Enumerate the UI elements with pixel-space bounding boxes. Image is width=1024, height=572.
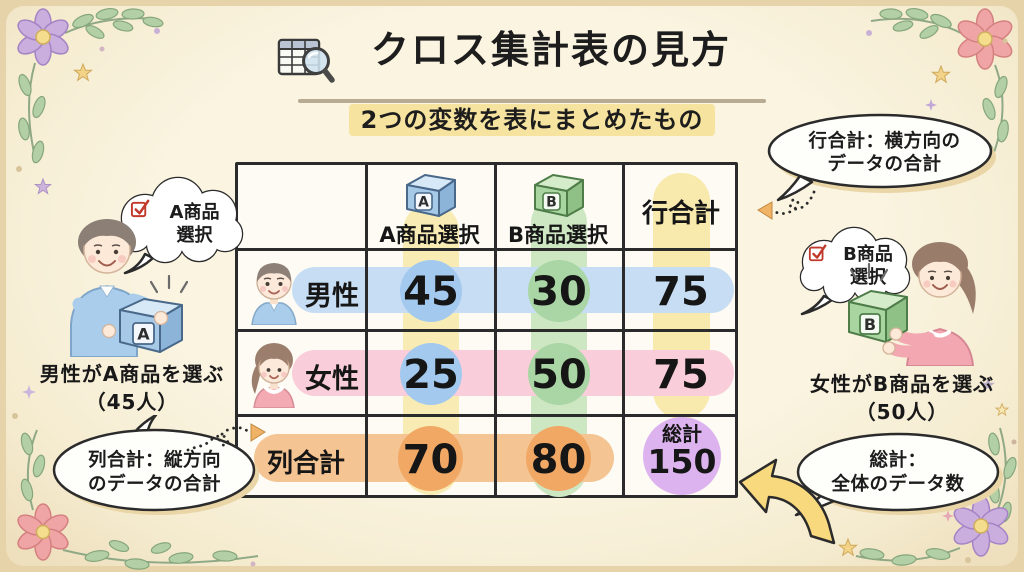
infographic-cross-tab: クロス集計表の見方 2つの変数を表にまとめたもの [0, 0, 1024, 572]
cell-female-total: 75 [622, 355, 740, 395]
column-header-b: B商品選択 [494, 219, 622, 249]
svg-text:A: A [137, 325, 150, 344]
cell-male-a: 45 [400, 272, 462, 312]
dashed-arrow-row-total [756, 190, 818, 230]
cell-male-total: 75 [622, 272, 740, 312]
cross-table: A B A商品選択 B商品選択 行合計 [235, 162, 738, 498]
female-figure-illustration: B [843, 236, 998, 366]
product-b-box-icon: B [533, 171, 585, 217]
product-a-box-icon: A [405, 171, 457, 217]
cell-male-b: 30 [528, 272, 590, 312]
star-icon [74, 64, 91, 80]
yellow-arrow-grand-total [726, 448, 846, 550]
grand-total-value: 150 [643, 445, 721, 480]
row-label-female: 女性 [298, 357, 366, 396]
female-caption-line2: （50人） [788, 396, 1016, 425]
svg-text:A: A [418, 195, 429, 211]
dashed-arrow-column-total [185, 420, 269, 458]
star-icon [932, 66, 949, 82]
title-underline [298, 99, 766, 103]
female-avatar [246, 338, 302, 408]
svg-text:B: B [864, 315, 876, 334]
table-magnifier-icon [276, 32, 336, 88]
star-icon [32, 176, 54, 198]
table-grid-line [238, 329, 735, 332]
male-caption-line2: （45人） [22, 386, 242, 415]
cell-total-b: 80 [526, 440, 591, 480]
svg-text:B: B [546, 195, 557, 211]
row-label-male: 男性 [298, 274, 366, 313]
column-header-a: A商品選択 [365, 219, 494, 249]
page-subtitle: 2つの変数を表にまとめたもの [300, 106, 764, 134]
checkbox-icon [808, 243, 828, 263]
purple-flower-icon [15, 9, 71, 65]
cell-female-a: 25 [400, 355, 462, 395]
grand-total: 総計 150 [643, 423, 721, 480]
page-title: クロス集計表の見方 [336, 28, 766, 73]
male-figure-illustration: A [45, 212, 215, 357]
box-a-illustration: A [120, 299, 182, 352]
cell-female-b: 50 [528, 355, 590, 395]
column-header-row-total: 行合計 [622, 193, 740, 230]
callout-column-total-line2: のデータの合計 [62, 470, 247, 496]
table-grid-line [238, 414, 735, 417]
female-caption-line1: 女性がB商品を選ぶ [788, 368, 1016, 397]
male-caption-line1: 男性がA商品を選ぶ [22, 358, 242, 387]
callout-row-total-line2: データの合計 [782, 150, 987, 176]
male-avatar [246, 255, 302, 325]
corner-decoration-top-left [5, 5, 180, 180]
cell-total-a: 70 [398, 440, 463, 480]
